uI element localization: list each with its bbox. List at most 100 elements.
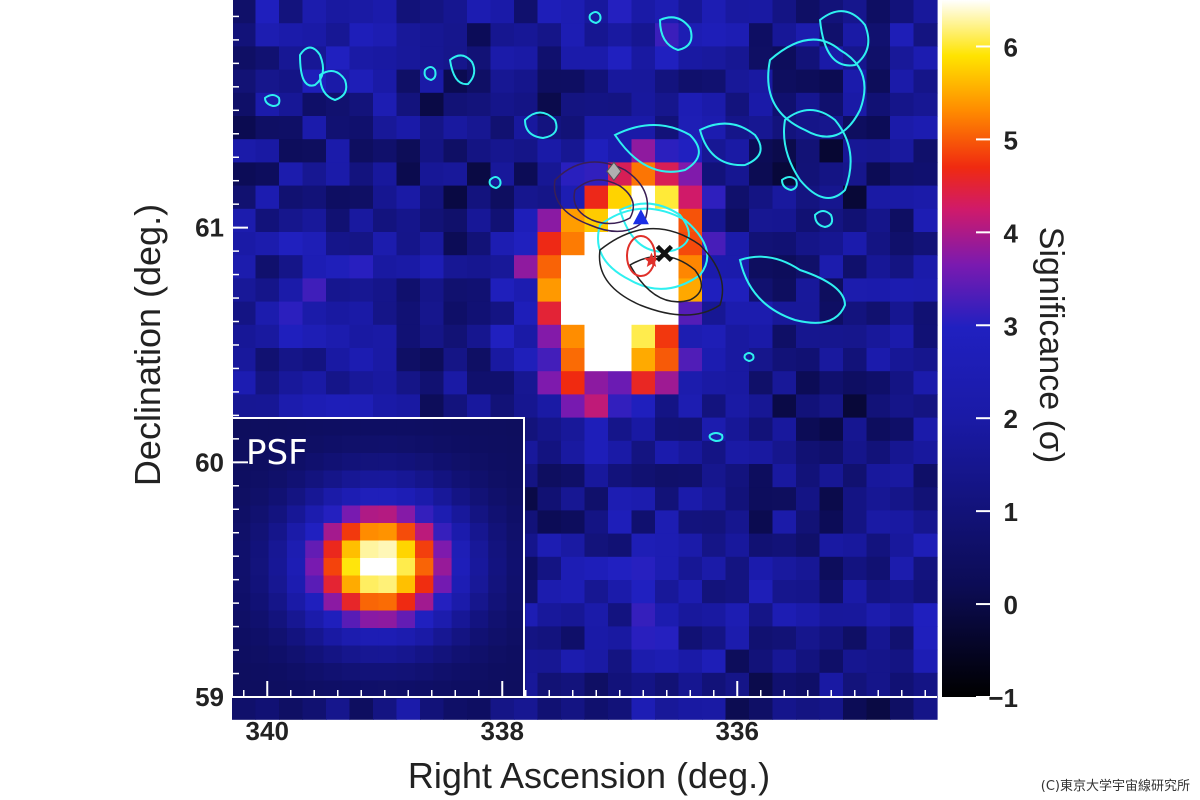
heatmap-cell bbox=[749, 556, 774, 581]
heatmap-cell bbox=[702, 348, 727, 372]
heatmap-cell bbox=[772, 0, 797, 24]
heatmap-cell bbox=[655, 510, 680, 535]
radio-contour bbox=[738, 255, 847, 324]
psf-cell bbox=[396, 593, 416, 611]
heatmap-cell bbox=[772, 533, 797, 558]
heatmap-cell bbox=[796, 92, 821, 117]
heatmap-cell bbox=[749, 255, 774, 279]
heatmap-cell bbox=[819, 672, 844, 697]
heatmap-cell bbox=[279, 371, 304, 395]
psf-inset-border bbox=[232, 417, 525, 697]
heatmap-cell bbox=[725, 464, 750, 488]
psf-cell bbox=[451, 488, 471, 506]
psf-cell bbox=[469, 558, 489, 576]
psf-cell bbox=[469, 470, 489, 489]
heatmap-cell bbox=[326, 301, 351, 326]
psf-cell bbox=[469, 663, 489, 681]
heatmap-cell bbox=[490, 696, 515, 720]
heatmap-cell bbox=[772, 23, 797, 47]
psf-cell bbox=[268, 453, 288, 471]
heatmap-cell bbox=[490, 23, 515, 47]
heatmap-cell bbox=[890, 185, 915, 210]
psf-cell bbox=[378, 488, 398, 506]
heatmap-cell bbox=[537, 255, 562, 279]
psf-cell bbox=[250, 418, 270, 436]
heatmap-cell bbox=[866, 208, 891, 233]
xray-contour bbox=[598, 227, 724, 316]
heatmap-cell bbox=[561, 348, 586, 372]
heatmap-cell bbox=[255, 301, 280, 326]
heatmap-cell bbox=[678, 116, 703, 140]
heatmap-cell bbox=[255, 208, 280, 233]
heatmap-cell bbox=[678, 69, 703, 94]
heatmap-cell bbox=[584, 232, 609, 256]
heatmap-cell bbox=[302, 162, 327, 187]
heatmap-cell bbox=[349, 255, 374, 279]
colorbar-gradient bbox=[942, 0, 990, 697]
heatmap-cell bbox=[866, 603, 891, 627]
heatmap-cell bbox=[913, 580, 938, 604]
heatmap-cell bbox=[890, 278, 915, 303]
heatmap-cell bbox=[749, 672, 774, 697]
psf-cell bbox=[305, 680, 324, 699]
psf-cell bbox=[415, 540, 434, 559]
heatmap-cell bbox=[608, 696, 633, 720]
heatmap-cell bbox=[443, 208, 468, 233]
heatmap-cell bbox=[772, 185, 797, 210]
heatmap-cell bbox=[913, 371, 938, 395]
heatmap-cell bbox=[655, 92, 680, 117]
heatmap-cell bbox=[537, 46, 562, 71]
heatmap-cell bbox=[396, 301, 421, 326]
heatmap-cell bbox=[913, 23, 938, 47]
psf-cell bbox=[396, 418, 416, 436]
radio-contour bbox=[708, 432, 724, 443]
psf-cell bbox=[415, 593, 434, 611]
heatmap-cell bbox=[819, 649, 844, 674]
heatmap-cell bbox=[655, 46, 680, 71]
heatmap-cell bbox=[302, 348, 327, 372]
heatmap-cell bbox=[678, 464, 703, 488]
heatmap-cell bbox=[373, 0, 398, 24]
heatmap-cell bbox=[913, 464, 938, 488]
heatmap-cell bbox=[655, 464, 680, 488]
heatmap-cell bbox=[702, 394, 727, 419]
heatmap-cell bbox=[819, 417, 844, 442]
heatmap-cell bbox=[561, 371, 586, 395]
heatmap-cell bbox=[302, 371, 327, 395]
heatmap-cell bbox=[655, 69, 680, 94]
heatmap-cell bbox=[772, 510, 797, 535]
heatmap-cell bbox=[772, 255, 797, 279]
heatmap-cell bbox=[584, 533, 609, 558]
heatmap-cell bbox=[749, 162, 774, 187]
heatmap-cell bbox=[584, 185, 609, 210]
psf-cell bbox=[433, 505, 453, 524]
heatmap-cell bbox=[843, 324, 868, 349]
psf-cell bbox=[396, 663, 416, 681]
psf-cell bbox=[323, 680, 343, 699]
psf-cell bbox=[250, 663, 270, 681]
heatmap-cell bbox=[443, 0, 468, 24]
psf-cell bbox=[232, 470, 251, 489]
psf-cell bbox=[305, 593, 324, 611]
heatmap-cell bbox=[420, 23, 445, 47]
psf-cell bbox=[250, 453, 270, 471]
heatmap-cell bbox=[302, 92, 327, 117]
heatmap-cell bbox=[631, 417, 656, 442]
heatmap-cell bbox=[467, 23, 492, 47]
heatmap-cell bbox=[890, 580, 915, 604]
heatmap-cell bbox=[866, 232, 891, 256]
psf-cell bbox=[341, 628, 361, 646]
heatmap-cell bbox=[420, 278, 445, 303]
psf-cell bbox=[305, 523, 324, 541]
heatmap-cell bbox=[373, 348, 398, 372]
psf-cell bbox=[433, 453, 453, 471]
heatmap-cell bbox=[772, 92, 797, 117]
psf-cell bbox=[433, 663, 453, 681]
heatmap-cell bbox=[725, 603, 750, 627]
heatmap-cell bbox=[584, 487, 609, 511]
heatmap-cell bbox=[749, 232, 774, 256]
heatmap-cell bbox=[678, 371, 703, 395]
heatmap-cell bbox=[561, 626, 586, 651]
heatmap-cell bbox=[443, 46, 468, 71]
psf-cell bbox=[378, 663, 398, 681]
